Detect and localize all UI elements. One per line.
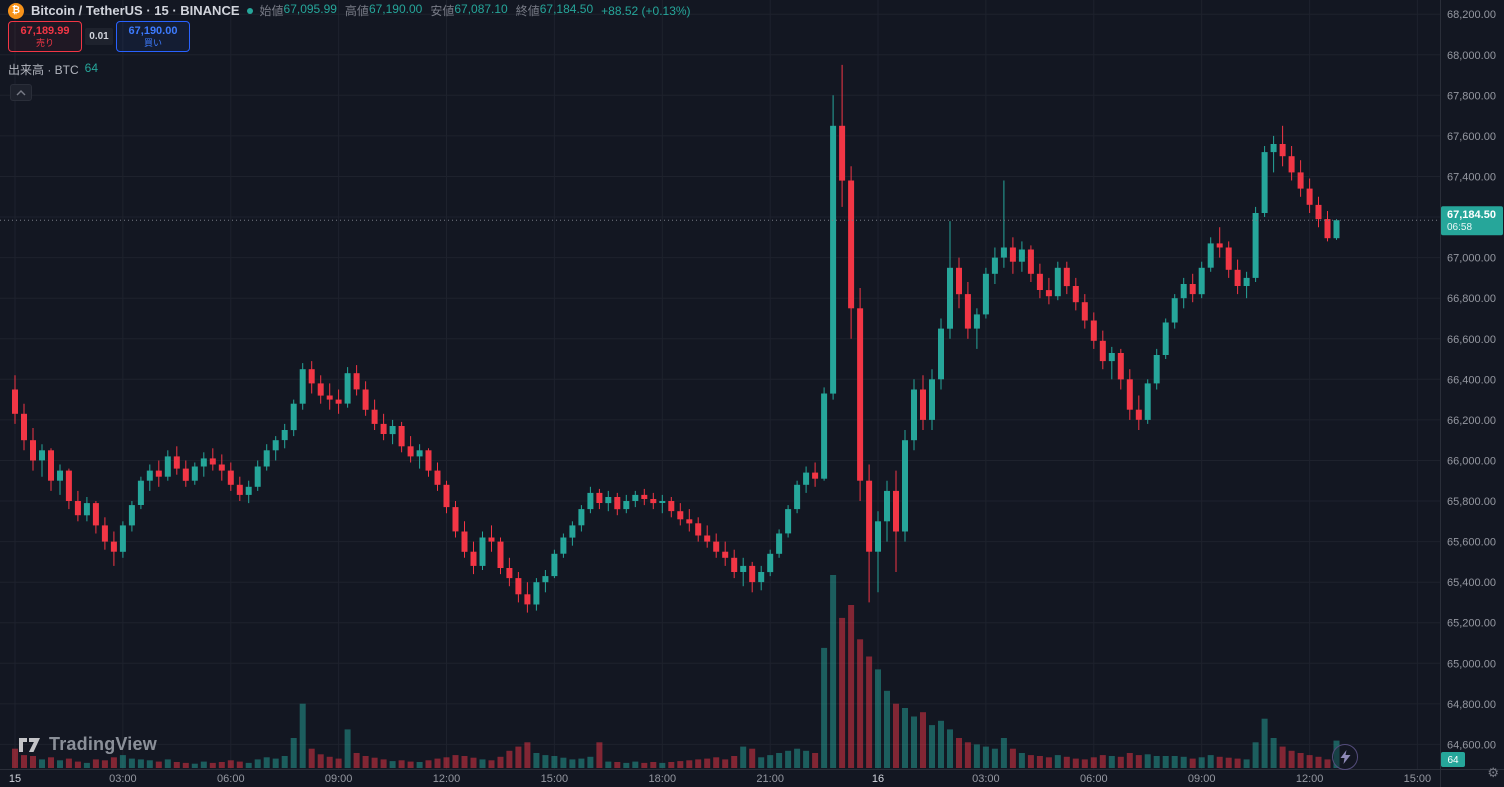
- svg-text:67,000.00: 67,000.00: [1447, 253, 1496, 265]
- svg-text:09:00: 09:00: [1188, 773, 1216, 785]
- svg-text:67,400.00: 67,400.00: [1447, 172, 1496, 184]
- lightning-icon: [1340, 750, 1351, 764]
- buy-price: 67,190.00: [128, 24, 178, 37]
- svg-text:15: 15: [9, 773, 21, 785]
- svg-text:12:00: 12:00: [433, 773, 461, 785]
- tradingview-logo-text: TradingView: [49, 734, 157, 754]
- svg-text:68,000.00: 68,000.00: [1447, 50, 1496, 62]
- svg-text:67,600.00: 67,600.00: [1447, 131, 1496, 143]
- buy-button[interactable]: 67,190.00 買い: [116, 21, 190, 52]
- close-value: 67,184.50: [539, 2, 594, 16]
- svg-text:18:00: 18:00: [649, 773, 677, 785]
- svg-text:64: 64: [1447, 755, 1459, 766]
- tradingview-logo-icon: [18, 736, 42, 754]
- sell-price: 67,189.99: [20, 24, 70, 37]
- volume-axis-badge: 64: [1441, 752, 1465, 767]
- time-axis[interactable]: 15 03:00 06:00 09:00 12:00 15:00 18:00 21:00 16 0…: [9, 773, 1431, 785]
- svg-text:06:58: 06:58: [1447, 222, 1472, 233]
- svg-text:65,600.00: 65,600.00: [1447, 537, 1496, 549]
- svg-text:65,200.00: 65,200.00: [1447, 618, 1496, 630]
- svg-text:09:00: 09:00: [325, 773, 353, 785]
- close-label: 終値: [515, 4, 540, 18]
- svg-text:67,800.00: 67,800.00: [1447, 90, 1496, 102]
- svg-text:15:00: 15:00: [1404, 773, 1432, 785]
- high-label: 高値: [344, 4, 369, 18]
- volume-pane: [12, 575, 1340, 768]
- svg-text:03:00: 03:00: [972, 773, 1000, 785]
- low-label: 安値: [430, 4, 455, 18]
- svg-text:66,000.00: 66,000.00: [1447, 456, 1496, 468]
- ohlc-readout: 始値 67,095.99 高値 67,190.00 安値 67,087.10 終値 67…: [260, 2, 691, 19]
- open-value: 67,095.99: [283, 2, 337, 16]
- svg-text:66,400.00: 66,400.00: [1447, 374, 1496, 386]
- svg-text:64,800.00: 64,800.00: [1447, 699, 1496, 711]
- svg-text:65,400.00: 65,400.00: [1447, 577, 1496, 589]
- sell-label: 売り: [35, 37, 54, 48]
- svg-text:12:00: 12:00: [1296, 773, 1324, 785]
- candles: [12, 64, 1340, 613]
- volume-value: 64: [84, 61, 99, 75]
- sell-button[interactable]: 67,189.99 売り: [8, 21, 82, 52]
- symbol-title[interactable]: Bitcoin / TetherUS · 15 · BINANCE: [31, 3, 240, 18]
- spread-value: 0.01: [85, 28, 113, 45]
- svg-text:15:00: 15:00: [541, 773, 569, 785]
- buy-label: 買い: [143, 37, 162, 48]
- market-status-icon[interactable]: [246, 7, 253, 14]
- svg-text:65,000.00: 65,000.00: [1447, 658, 1496, 670]
- volume-label[interactable]: 出来高 · BTC: [8, 63, 79, 77]
- svg-text:66,600.00: 66,600.00: [1447, 334, 1496, 346]
- btc-logo-icon: ₿: [8, 2, 24, 19]
- quick-trade-button[interactable]: [1332, 744, 1358, 770]
- svg-text:66,800.00: 66,800.00: [1447, 293, 1496, 305]
- chevron-up-icon: [16, 89, 26, 96]
- svg-text:66,200.00: 66,200.00: [1447, 415, 1496, 427]
- order-widget: 67,189.99 売り 0.01 67,190.00 買い: [8, 21, 190, 52]
- open-label: 始値: [259, 4, 284, 18]
- gear-icon[interactable]: ⚙: [1487, 766, 1499, 781]
- svg-text:06:00: 06:00: [217, 773, 245, 785]
- low-value: 67,087.10: [454, 2, 508, 16]
- price-axis[interactable]: 68,200.00 68,000.00 67,800.00 67,600.00 67,4…: [1447, 9, 1496, 751]
- svg-text:64,600.00: 64,600.00: [1447, 739, 1496, 751]
- grid: [0, 0, 1440, 770]
- svg-text:67,184.50: 67,184.50: [1447, 209, 1496, 221]
- change-value: +88.52 (+0.13%): [601, 3, 691, 18]
- svg-text:65,800.00: 65,800.00: [1447, 496, 1496, 508]
- svg-text:03:00: 03:00: [109, 773, 137, 785]
- svg-text:21:00: 21:00: [756, 773, 784, 785]
- collapse-pane-button[interactable]: [10, 84, 32, 101]
- svg-text:68,200.00: 68,200.00: [1447, 9, 1496, 21]
- tradingview-watermark[interactable]: TradingView: [18, 734, 157, 755]
- high-value: 67,190.00: [368, 2, 423, 16]
- svg-text:06:00: 06:00: [1080, 773, 1108, 785]
- symbol-legend: ₿ Bitcoin / TetherUS · 15 · BINANCE 始値 67…: [8, 2, 691, 19]
- svg-text:16: 16: [872, 773, 884, 785]
- volume-legend: 出来高 · BTC 64: [8, 61, 98, 78]
